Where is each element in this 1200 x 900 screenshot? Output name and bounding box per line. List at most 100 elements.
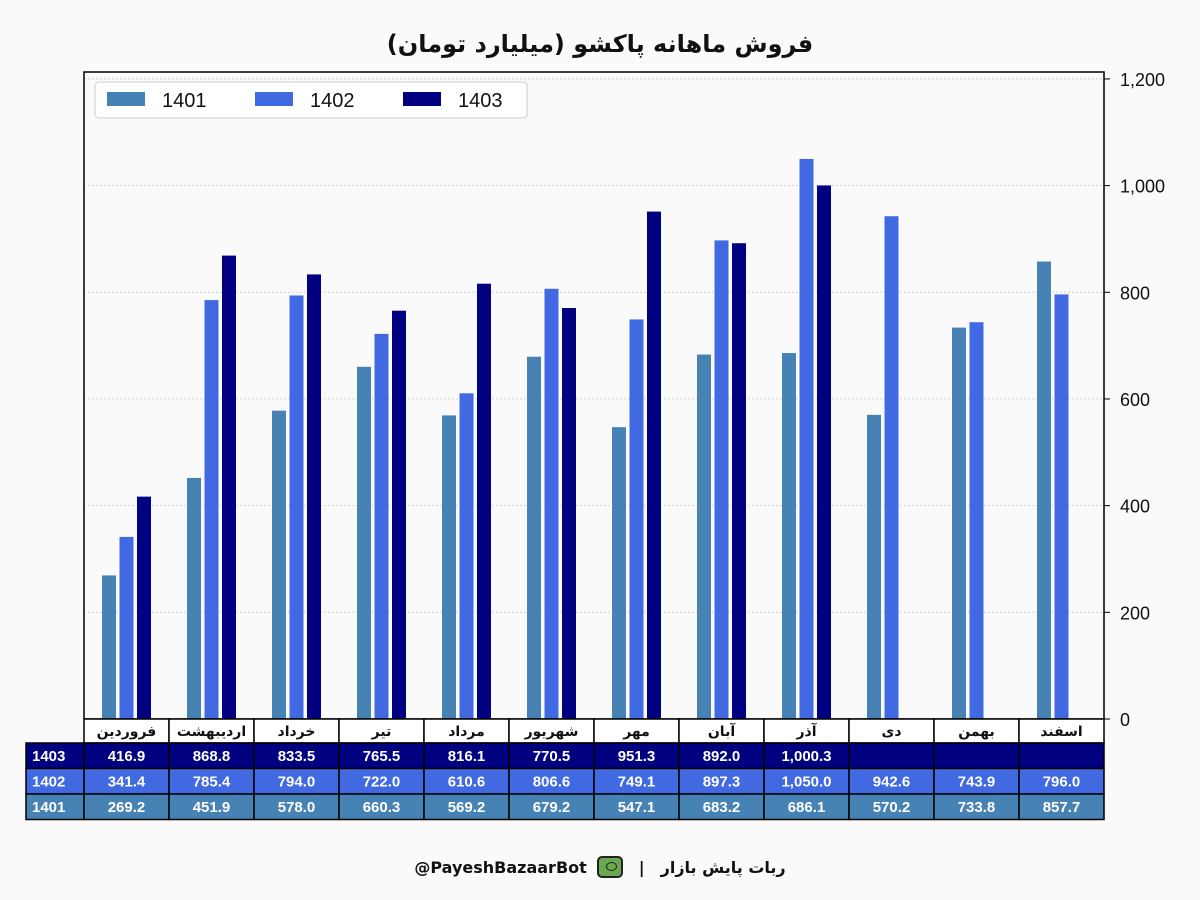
table-cell — [168, 767, 255, 795]
bar-1402-1 — [204, 300, 219, 719]
table-header-cell — [933, 718, 1020, 744]
table-cell — [848, 767, 935, 795]
table-cell — [253, 793, 340, 821]
y-tick-label: 0 — [1120, 710, 1130, 730]
bar-1401-2 — [272, 410, 286, 719]
bar-1403-8 — [817, 185, 831, 720]
table-header-cell — [253, 718, 340, 744]
table-header-cell — [763, 718, 850, 744]
bar-1401-7 — [697, 354, 711, 719]
table-value-1402-2: 794.0 — [278, 774, 316, 791]
bar-1401-11 — [1037, 261, 1051, 719]
bar-1403-6 — [647, 211, 661, 720]
table-header-cell — [338, 718, 425, 744]
table-value-1401-4: 569.2 — [448, 799, 486, 816]
table-cell — [1018, 742, 1105, 770]
footer: @PayeshBazaarBot | ربات پایش بازار — [0, 856, 1200, 878]
table-cell — [83, 767, 170, 795]
table-header-4: مرداد — [448, 724, 485, 740]
table-cell — [593, 767, 680, 795]
monitor-icon — [596, 856, 623, 878]
bar-1401-3 — [357, 366, 371, 719]
table-value-1401-0: 269.2 — [108, 799, 146, 816]
table-value-1402-1: 785.4 — [193, 774, 231, 791]
table-value-1402-8: 1,050.0 — [781, 774, 831, 791]
legend-label-1402: 1402 — [310, 90, 355, 112]
table-header-10: بهمن — [958, 724, 994, 740]
table-value-1401-9: 570.2 — [873, 799, 911, 816]
table-value-1403-2: 833.5 — [278, 748, 316, 765]
table-cell — [1018, 767, 1105, 795]
bar-1402-7 — [714, 240, 729, 719]
table-row-label-1402: 1402 — [32, 774, 65, 791]
table-cell — [423, 767, 510, 795]
table-header-0: فروردین — [97, 724, 157, 740]
table-value-1402-5: 806.6 — [533, 774, 571, 791]
table-value-1403-4: 816.1 — [448, 748, 486, 765]
bar-1402-9 — [884, 216, 899, 719]
y-tick-label: 200 — [1120, 603, 1150, 623]
bar-1403-3 — [392, 310, 406, 719]
table-value-1401-8: 686.1 — [788, 799, 826, 816]
table-value-1401-6: 547.1 — [618, 799, 656, 816]
table-value-1401-7: 683.2 — [703, 799, 741, 816]
table-cell — [168, 742, 255, 770]
bar-1401-4 — [442, 415, 456, 719]
table-cell — [508, 767, 595, 795]
bar-1401-9 — [867, 414, 881, 719]
bar-1403-4 — [477, 283, 491, 719]
table-cell — [933, 742, 1020, 770]
legend-box — [94, 81, 528, 119]
table-header-cell — [168, 718, 255, 744]
table-header-cell — [593, 718, 680, 744]
table-header-5: شهریور — [524, 724, 579, 740]
table-cell — [338, 767, 425, 795]
table-value-1401-11: 857.7 — [1043, 799, 1081, 816]
table-value-1401-1: 451.9 — [193, 799, 231, 816]
legend-label-1403: 1403 — [458, 90, 503, 112]
plot-frame — [83, 71, 1105, 720]
table-value-1402-11: 796.0 — [1043, 774, 1081, 791]
footer-separator: | — [638, 857, 645, 877]
bar-1403-1 — [222, 255, 236, 719]
table-header-1: اردیبهشت — [177, 724, 246, 740]
table-header-3: تیر — [371, 724, 392, 740]
bar-1402-0 — [119, 536, 134, 719]
table-cell — [83, 742, 170, 770]
table-header-9: دی — [881, 724, 901, 740]
table-cell — [678, 793, 765, 821]
y-tick-label: 600 — [1120, 390, 1150, 410]
bar-1402-10 — [969, 322, 984, 719]
table-value-1403-3: 765.5 — [363, 748, 401, 765]
legend-swatch-1402 — [255, 92, 293, 106]
table-cell — [848, 793, 935, 821]
table-header-2: خرداد — [278, 724, 316, 740]
bar-1402-8 — [799, 158, 814, 720]
table-value-1401-5: 679.2 — [533, 799, 571, 816]
table-cell — [678, 742, 765, 770]
legend-swatch-1401 — [107, 92, 145, 106]
table-value-1403-7: 892.0 — [703, 748, 741, 765]
bar-1403-5 — [562, 308, 576, 719]
bar-1401-10 — [952, 327, 966, 719]
table-value-1402-6: 749.1 — [618, 774, 656, 791]
table-value-1403-1: 868.8 — [193, 748, 231, 765]
bar-1401-5 — [527, 356, 541, 719]
bar-1402-11 — [1054, 294, 1069, 719]
table-cell — [168, 793, 255, 821]
table-value-1403-6: 951.3 — [618, 748, 656, 765]
table-value-1401-10: 733.8 — [958, 799, 996, 816]
bar-1402-3 — [374, 333, 389, 719]
bar-1402-5 — [544, 288, 559, 719]
table-value-1402-7: 897.3 — [703, 774, 741, 791]
table-value-1402-3: 722.0 — [363, 774, 401, 791]
table-header-cell — [423, 718, 510, 744]
bot-brand: ربات پایش بازار — [660, 857, 786, 877]
table-value-1402-10: 743.9 — [958, 774, 996, 791]
y-tick-label: 1,000 — [1120, 177, 1165, 197]
table-header-cell — [848, 718, 935, 744]
bot-handle[interactable]: @PayeshBazaarBot — [414, 857, 587, 877]
legend-swatch-1403 — [403, 92, 441, 106]
bar-1401-1 — [187, 477, 201, 719]
